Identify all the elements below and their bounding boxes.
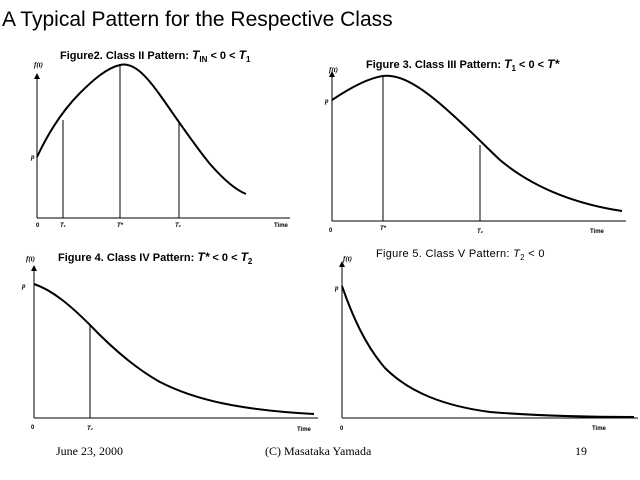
footer-copyright: (C) Masataka Yamada bbox=[265, 444, 372, 458]
figure4-title: Figure 4. Class IV Pattern: T* < 0 < T2 bbox=[58, 250, 253, 267]
fig2-x-label: Time bbox=[274, 223, 289, 229]
figure3-title: Figure 3. Class III Pattern: T1 < 0 < T* bbox=[366, 57, 560, 74]
fig3-p-label: p bbox=[324, 97, 329, 105]
fig2-origin-label: 0 bbox=[36, 223, 40, 229]
fig5-origin-label: 0 bbox=[340, 426, 344, 432]
fig3-tstar-label: T* bbox=[380, 226, 387, 232]
fig2-tstar-label: T* bbox=[117, 223, 124, 229]
figure2-plot: f(t) p 0 T₁ T* T₂ Time bbox=[30, 61, 290, 229]
figure2-title: Figure2. Class II Pattern: TIN < 0 < T1 bbox=[60, 48, 251, 65]
fig4-y-label: f(t) bbox=[26, 255, 35, 263]
fig5-curve bbox=[341, 285, 635, 418]
fig5-p-label: p bbox=[334, 284, 339, 292]
figure4-plot: f(t) p 0 T₂ Time bbox=[21, 255, 318, 433]
footer-date: June 23, 2000 bbox=[56, 444, 123, 458]
fig3-x-label: Time bbox=[590, 229, 605, 235]
fig2-y-label: f(t) bbox=[34, 61, 43, 69]
fig3-curve bbox=[331, 74, 623, 212]
fig2-p-label: p bbox=[30, 153, 35, 161]
figure5-title: Figure 5. Class V Pattern: T2 < 0 bbox=[376, 248, 545, 263]
fig4-curve bbox=[33, 283, 315, 415]
fig4-p-label: p bbox=[21, 282, 26, 290]
figure5-plot: f(t) p 0 Time bbox=[334, 255, 638, 432]
footer-page-number: 19 bbox=[575, 444, 587, 458]
fig2-t1-label: T₁ bbox=[60, 223, 66, 229]
fig5-y-label: f(t) bbox=[343, 255, 352, 263]
slide-title: A Typical Pattern for the Respective Cla… bbox=[2, 8, 393, 31]
figure3-plot: f(t) p 0 T* T₂ Time bbox=[324, 66, 626, 235]
fig2-t2-label: T₂ bbox=[175, 223, 182, 229]
fig5-x-label: Time bbox=[592, 426, 607, 432]
fig2-curve bbox=[36, 63, 247, 195]
fig4-t2-label: T₂ bbox=[87, 426, 94, 432]
fig4-origin-label: 0 bbox=[31, 425, 35, 431]
fig3-origin-label: 0 bbox=[329, 228, 333, 234]
fig4-x-label: Time bbox=[297, 427, 312, 433]
fig3-t2-label: T₂ bbox=[477, 229, 484, 235]
fig3-y-label: f(t) bbox=[329, 66, 338, 74]
